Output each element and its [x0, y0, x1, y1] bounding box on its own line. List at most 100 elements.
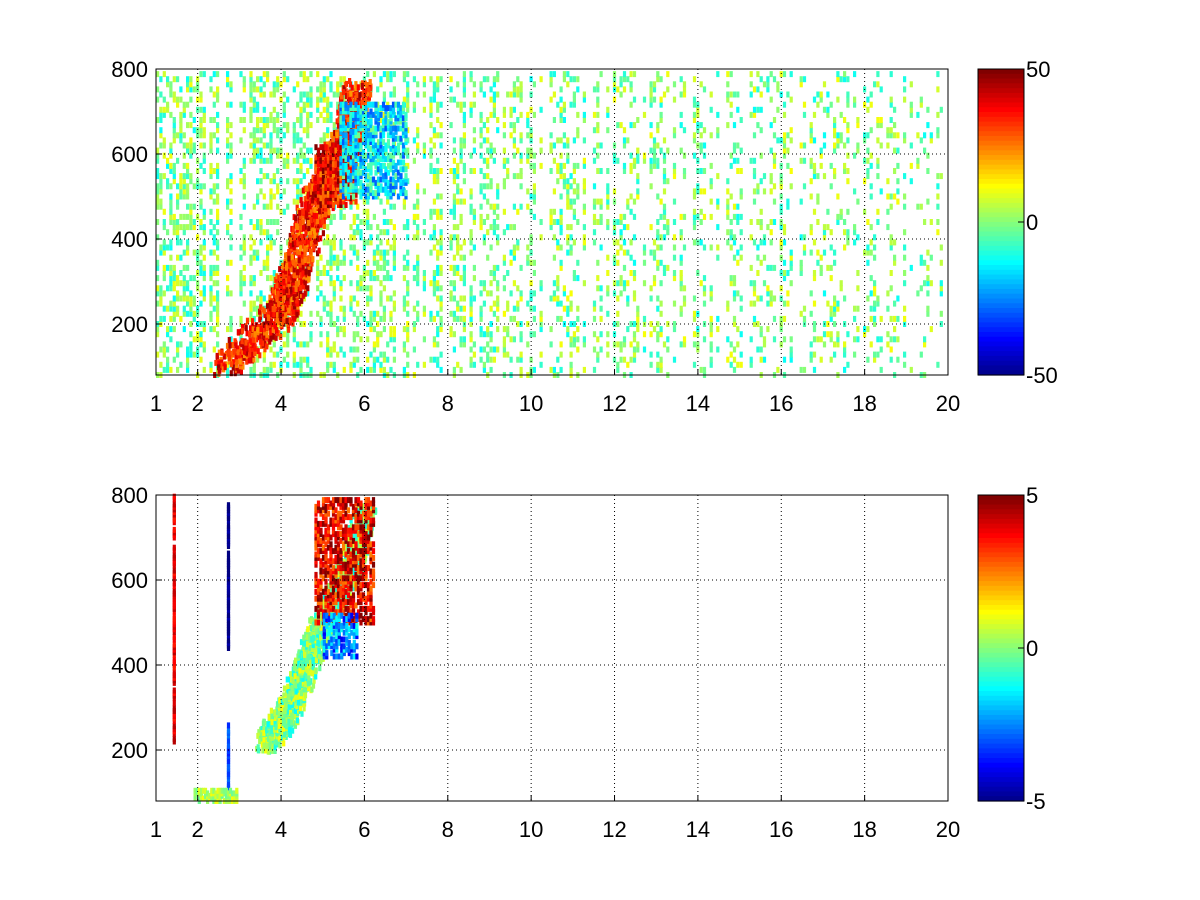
- heatmap-cell: [199, 259, 203, 266]
- heatmap-cell: [532, 213, 536, 220]
- heatmap-cell: [512, 137, 516, 144]
- heatmap-cell: [652, 157, 657, 164]
- heatmap-cell: [582, 224, 586, 231]
- heatmap-cell: [352, 219, 356, 225]
- heatmap-cell: [169, 198, 173, 205]
- heatmap-cell: [182, 310, 186, 317]
- heatmap-cell: [436, 86, 440, 93]
- heatmap-cell: [889, 117, 893, 123]
- heatmap-cell: [903, 244, 907, 251]
- heatmap-cell: [566, 249, 570, 256]
- heatmap-cell: [779, 341, 783, 348]
- heatmap-cell: [309, 240, 313, 247]
- heatmap-cell: [482, 239, 486, 246]
- heatmap-cell: [272, 306, 276, 313]
- heatmap-cell: [612, 331, 617, 338]
- heatmap-cell: [662, 213, 667, 220]
- heatmap-cell: [556, 101, 560, 108]
- heatmap-cell: [159, 295, 163, 302]
- heatmap-cell: [606, 219, 610, 225]
- heatmap-cell: [809, 162, 813, 169]
- heatmap-cell: [389, 203, 393, 210]
- heatmap-cell: [809, 193, 813, 200]
- heatmap-cell: [562, 101, 566, 108]
- heatmap-cell: [486, 229, 490, 236]
- heatmap-cell: [659, 101, 663, 108]
- heatmap-cell: [909, 178, 913, 185]
- heatmap-cell: [826, 321, 830, 327]
- heatmap-cell: [372, 275, 376, 282]
- heatmap-cell: [876, 162, 880, 169]
- heatmap-cell: [606, 331, 610, 338]
- heatmap-cell: [736, 249, 740, 256]
- heatmap-cell: [682, 285, 687, 292]
- heatmap-cell: [869, 275, 873, 282]
- heatmap-cell: [752, 188, 757, 195]
- heatmap-cell: [326, 239, 330, 246]
- heatmap-cell: [726, 91, 730, 98]
- heatmap-cell: [692, 295, 697, 302]
- heatmap-cell: [459, 305, 463, 312]
- heatmap-cell: [342, 96, 346, 103]
- heatmap-cell: [512, 254, 516, 261]
- heatmap-cell: [166, 81, 170, 88]
- heatmap-cell: [169, 152, 173, 159]
- heatmap-cell: [382, 91, 386, 98]
- heatmap-cell: [826, 300, 830, 307]
- heatmap-cell: [296, 178, 300, 185]
- heatmap-cell: [316, 96, 320, 103]
- heatmap-cell: [572, 270, 576, 276]
- heatmap-cell: [819, 91, 823, 98]
- heatmap-cell: [235, 359, 239, 366]
- heatmap-cell: [769, 295, 773, 302]
- heatmap-cell: [366, 224, 370, 231]
- heatmap-cell: [366, 219, 370, 225]
- heatmap-cell: [622, 137, 627, 144]
- heatmap-cell: [672, 127, 677, 134]
- heatmap-cell: [202, 239, 206, 246]
- heatmap-cell: [275, 273, 279, 280]
- heatmap-cell: [449, 280, 453, 287]
- heatmap-cell: [229, 336, 233, 343]
- heatmap-cell: [526, 341, 530, 348]
- heatmap-cell: [256, 356, 260, 363]
- heatmap-cell: [836, 300, 840, 307]
- heatmap-cell: [459, 142, 463, 149]
- heatmap-cell: [833, 300, 837, 307]
- heatmap-cell: [186, 300, 190, 307]
- heatmap-cell: [329, 213, 333, 220]
- heatmap-cell: [209, 168, 213, 174]
- heatmap-cell: [159, 106, 163, 113]
- heatmap-cell: [296, 81, 300, 88]
- heatmap-cell: [636, 193, 640, 200]
- heatmap-cell: [229, 219, 233, 225]
- heatmap-cell: [759, 331, 763, 338]
- heatmap-cell: [776, 366, 780, 373]
- heatmap-cell: [786, 290, 790, 297]
- heatmap-cell: [866, 244, 870, 251]
- heatmap-cell: [249, 111, 253, 118]
- heatmap-cell: [482, 280, 486, 287]
- heatmap-cell: [856, 122, 860, 129]
- heatmap-cell: [886, 208, 890, 215]
- heatmap-cell: [202, 341, 206, 348]
- heatmap-cell: [672, 356, 677, 363]
- heatmap-cell: [322, 106, 326, 113]
- heatmap-cell: [172, 127, 176, 134]
- heatmap-cell: [331, 205, 335, 212]
- heatmap-cell: [896, 178, 900, 185]
- heatmap-cell: [256, 249, 260, 256]
- heatmap-cell: [459, 137, 463, 144]
- heatmap-cell: [306, 188, 310, 195]
- heatmap-cell: [262, 351, 266, 358]
- heatmap-cell: [309, 147, 313, 154]
- heatmap-cell: [226, 127, 230, 134]
- heatmap-cell: [156, 331, 160, 338]
- heatmap-cell: [509, 249, 513, 256]
- heatmap-cell: [739, 229, 743, 236]
- heatmap-cell: [308, 235, 312, 242]
- heatmap-cell: [539, 321, 543, 327]
- heatmap-cell: [302, 106, 306, 113]
- heatmap-cell: [309, 157, 313, 164]
